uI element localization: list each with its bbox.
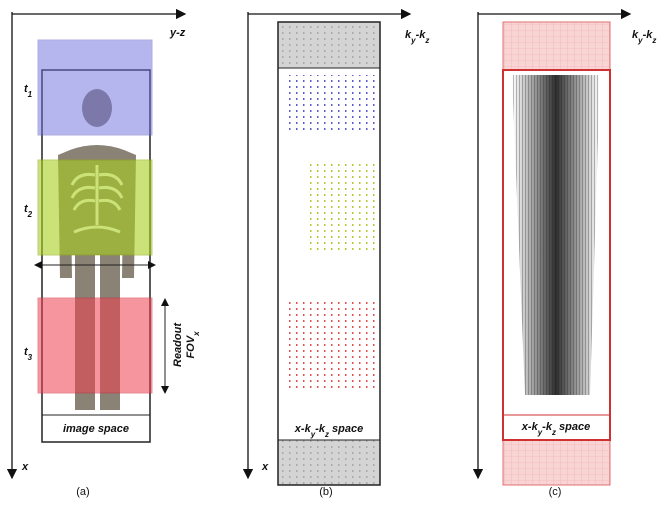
panel-label: t1 (24, 83, 33, 99)
axis-label: ky-kz (632, 29, 656, 45)
caption: (a) (76, 486, 89, 498)
samples-blue (284, 75, 376, 130)
panel-label: FOVx (185, 331, 201, 359)
axis-label: x (261, 461, 269, 473)
label-part: x-k (521, 421, 539, 433)
gray-region (278, 440, 380, 485)
panel-c (478, 12, 630, 485)
label-part: space (556, 421, 590, 433)
label-part: FOV (185, 334, 197, 358)
panel-label: image space (63, 423, 129, 435)
gray-region (278, 22, 380, 68)
figure: y-zxt1t2t3ReadoutFOVximage space(a)ky-kz… (0, 0, 669, 514)
slab-t1 (38, 40, 152, 135)
panel-a (12, 12, 185, 478)
caption: (b) (319, 486, 332, 498)
label-part: Readout (172, 322, 184, 367)
label-part: image space (63, 423, 129, 435)
samples-green (310, 160, 376, 250)
subscript: x (192, 331, 201, 337)
label-part: space (329, 423, 363, 435)
label-part: x (21, 461, 29, 473)
panel-label: t3 (24, 346, 33, 362)
caption: (c) (549, 486, 562, 498)
subscript: z (651, 36, 656, 45)
axis-label: x (21, 461, 29, 473)
subscript: z (424, 36, 429, 45)
label-part: x-k (294, 423, 312, 435)
subscript: 3 (28, 353, 33, 362)
panel-label: x-ky-kz space (294, 423, 363, 439)
samples-red (284, 298, 376, 390)
subscript: 2 (27, 210, 33, 219)
slab-t2 (38, 160, 152, 255)
axis-label: y-z (169, 27, 186, 39)
axis-label: ky-kz (405, 29, 429, 45)
label-part: x (261, 461, 269, 473)
sampling-streaks (512, 75, 600, 395)
panel-label: t2 (24, 203, 33, 219)
panel-label: Readout (172, 322, 184, 367)
label-part: y-z (169, 27, 186, 39)
panel-b (248, 12, 410, 485)
subscript: 1 (28, 90, 33, 99)
slab-t3 (38, 298, 152, 393)
